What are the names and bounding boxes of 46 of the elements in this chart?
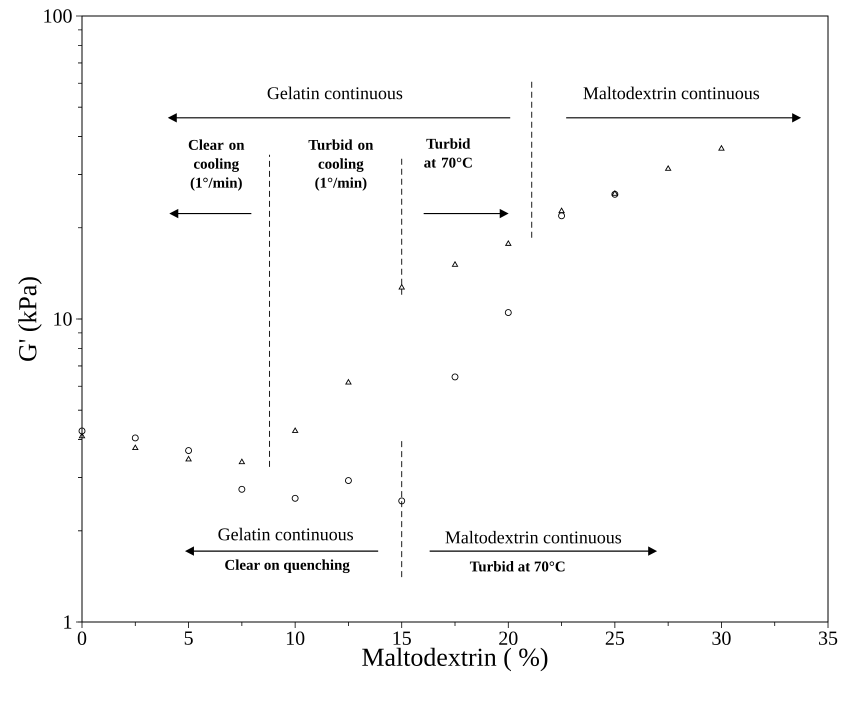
y-tick-label: 1 [64, 615, 72, 629]
point [186, 456, 192, 462]
y-axis-title: G' (kPa) [18, 277, 42, 361]
point [238, 458, 245, 464]
annotation: Gelatin continuous [268, 86, 402, 100]
annotation: Clear on cooling (1°/min) [188, 139, 244, 191]
point [611, 190, 618, 198]
point [345, 379, 352, 384]
point [718, 145, 724, 151]
x-tick-label: 35 [819, 632, 838, 645]
point [185, 447, 192, 454]
point [292, 428, 298, 433]
point [238, 486, 246, 493]
annotation: Turbid at 70°C [470, 560, 564, 572]
x-tick-label: 30 [712, 632, 731, 645]
point [398, 497, 406, 504]
point [292, 494, 299, 502]
point [505, 240, 512, 246]
x-tick-label: 25 [606, 632, 624, 645]
point [665, 165, 672, 171]
point [558, 208, 565, 214]
point [78, 432, 86, 438]
x-tick-label: 20 [499, 632, 518, 645]
annotation: Turbid at 70°C [424, 138, 472, 168]
x-tick-label: 5 [184, 632, 193, 645]
point [398, 284, 405, 290]
point [452, 373, 458, 380]
y-tick-label: 10 [54, 312, 72, 326]
point [504, 309, 512, 316]
x-tick-label: 0 [78, 632, 86, 645]
x-tick-label: 15 [394, 632, 411, 645]
y-tick-label: 100 [44, 9, 72, 23]
point [132, 434, 139, 442]
annotation: Maltodextrin continuous [445, 530, 622, 544]
x-axis-title: Maltodextrin ( %) [362, 648, 548, 672]
point [78, 428, 86, 434]
point [612, 190, 618, 196]
annotation: Turbid on cooling (1°/min) [308, 139, 374, 191]
point [452, 261, 458, 267]
annotation: Maltodextrin continuous [583, 86, 760, 100]
point [558, 212, 566, 220]
x-tick-label: 10 [286, 632, 304, 645]
annotation: Clear on quenching [225, 559, 350, 574]
point [344, 477, 352, 484]
annotation: Gelatin continuous [218, 528, 353, 540]
point [132, 444, 138, 450]
